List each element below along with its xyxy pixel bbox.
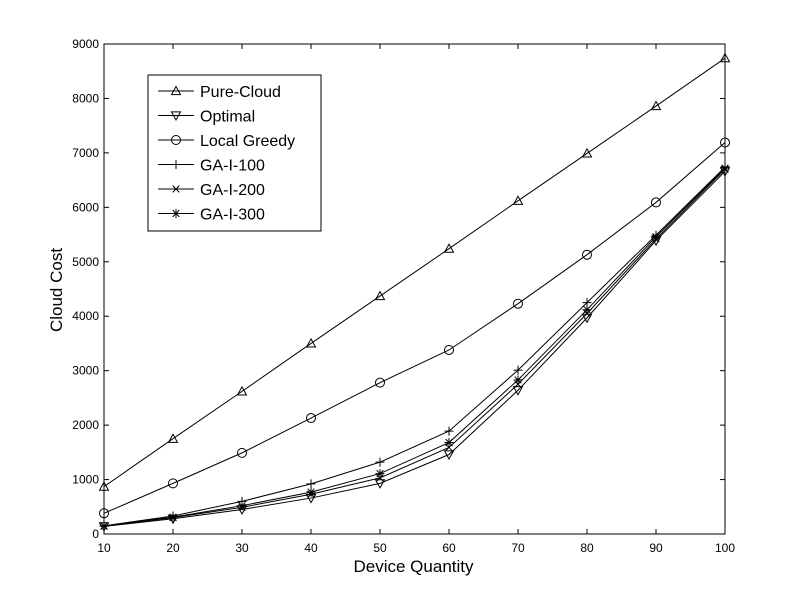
legend-label: GA-I-200 bbox=[200, 182, 265, 199]
data-point bbox=[582, 249, 592, 260]
data-point bbox=[650, 100, 662, 111]
data-point bbox=[171, 135, 181, 145]
x-tick-label: 70 bbox=[511, 541, 525, 555]
data-point bbox=[170, 85, 182, 96]
data-point bbox=[651, 197, 661, 208]
data-point bbox=[167, 433, 179, 443]
data-point bbox=[444, 438, 454, 448]
data-point bbox=[720, 137, 730, 148]
legend-entry: Pure-Cloud bbox=[158, 84, 281, 101]
data-point bbox=[443, 243, 455, 253]
legend-label: GA-I-300 bbox=[200, 207, 265, 224]
data-point bbox=[237, 501, 247, 511]
data-point bbox=[171, 160, 181, 169]
data-point bbox=[374, 479, 386, 489]
y-tick-label: 4000 bbox=[72, 309, 99, 323]
y-tick-label: 8000 bbox=[72, 91, 99, 105]
series-pure-cloud bbox=[98, 52, 731, 491]
data-point bbox=[374, 290, 386, 301]
y-tick-label: 0 bbox=[92, 527, 99, 541]
legend-box bbox=[147, 74, 322, 232]
series-line bbox=[103, 168, 726, 527]
series-local-greedy bbox=[99, 137, 730, 519]
data-point bbox=[168, 512, 178, 522]
data-point bbox=[512, 386, 524, 396]
x-tick-label: 50 bbox=[373, 541, 387, 555]
y-tick-label: 6000 bbox=[72, 200, 99, 214]
data-point bbox=[444, 426, 454, 436]
data-point bbox=[719, 52, 731, 63]
data-point bbox=[581, 147, 593, 158]
data-point bbox=[236, 385, 248, 396]
data-point bbox=[582, 305, 592, 315]
series-line bbox=[103, 171, 726, 527]
data-point bbox=[99, 521, 109, 531]
data-point bbox=[512, 195, 524, 205]
data-point bbox=[170, 111, 182, 122]
data-point bbox=[443, 450, 455, 461]
legend-label: Local Greedy bbox=[200, 133, 295, 150]
data-point bbox=[444, 344, 454, 355]
x-tick-label: 30 bbox=[235, 541, 249, 555]
data-point bbox=[172, 185, 180, 193]
data-point bbox=[720, 163, 730, 173]
data-point bbox=[171, 209, 181, 218]
data-point bbox=[306, 413, 316, 424]
y-tick-label: 1000 bbox=[72, 473, 99, 487]
series-line bbox=[103, 142, 726, 514]
x-tick-label: 100 bbox=[715, 541, 735, 555]
data-point bbox=[237, 447, 247, 458]
x-tick-label: 20 bbox=[166, 541, 180, 555]
y-tick-label: 2000 bbox=[72, 418, 99, 432]
axes: 10 20 30 40 50 60 70 80 90 1000100020003000400050… bbox=[72, 37, 735, 555]
data-point bbox=[306, 487, 316, 497]
legend-entry: GA-I-100 bbox=[158, 158, 265, 175]
y-tick-label: 9000 bbox=[72, 37, 99, 51]
data-point bbox=[375, 377, 385, 388]
x-axis-label: Device Quantity bbox=[354, 557, 474, 576]
legend-entry: GA-I-200 bbox=[158, 182, 265, 199]
data-point bbox=[513, 365, 523, 375]
data-point bbox=[651, 232, 661, 242]
y-tick-label: 3000 bbox=[72, 364, 99, 378]
series-ga-i-300 bbox=[99, 163, 730, 531]
x-tick-label: 10 bbox=[97, 541, 111, 555]
legend-entry: Local Greedy bbox=[158, 133, 295, 150]
x-tick-label: 60 bbox=[442, 541, 456, 555]
x-tick-label: 90 bbox=[649, 541, 663, 555]
legend-label: GA-I-100 bbox=[200, 158, 265, 175]
x-tick-label: 80 bbox=[580, 541, 594, 555]
data-point bbox=[168, 478, 178, 489]
y-axis-label: Cloud Cost bbox=[47, 248, 66, 332]
data-point bbox=[375, 457, 385, 467]
plot-frame bbox=[103, 43, 726, 535]
data-point bbox=[99, 508, 109, 519]
x-tick-label: 40 bbox=[304, 541, 318, 555]
data-point bbox=[305, 337, 317, 348]
legend-entry: Optimal bbox=[158, 109, 255, 126]
series-line bbox=[103, 167, 726, 527]
y-tick-label: 5000 bbox=[72, 255, 99, 269]
legend: Pure-Cloud Optimal Local Greedy GA-I-100 GA-… bbox=[147, 74, 322, 232]
data-point bbox=[306, 479, 316, 489]
y-tick-label: 7000 bbox=[72, 146, 99, 160]
legend-label: Optimal bbox=[200, 109, 255, 126]
series-layer bbox=[98, 52, 731, 532]
legend-label: Pure-Cloud bbox=[200, 84, 281, 101]
series-line bbox=[103, 166, 726, 527]
data-point bbox=[581, 313, 593, 324]
data-point bbox=[98, 481, 110, 491]
data-point bbox=[513, 298, 523, 309]
legend-entry: GA-I-300 bbox=[158, 207, 265, 224]
data-point bbox=[513, 375, 523, 385]
series-line bbox=[103, 57, 726, 488]
data-point bbox=[375, 469, 385, 479]
